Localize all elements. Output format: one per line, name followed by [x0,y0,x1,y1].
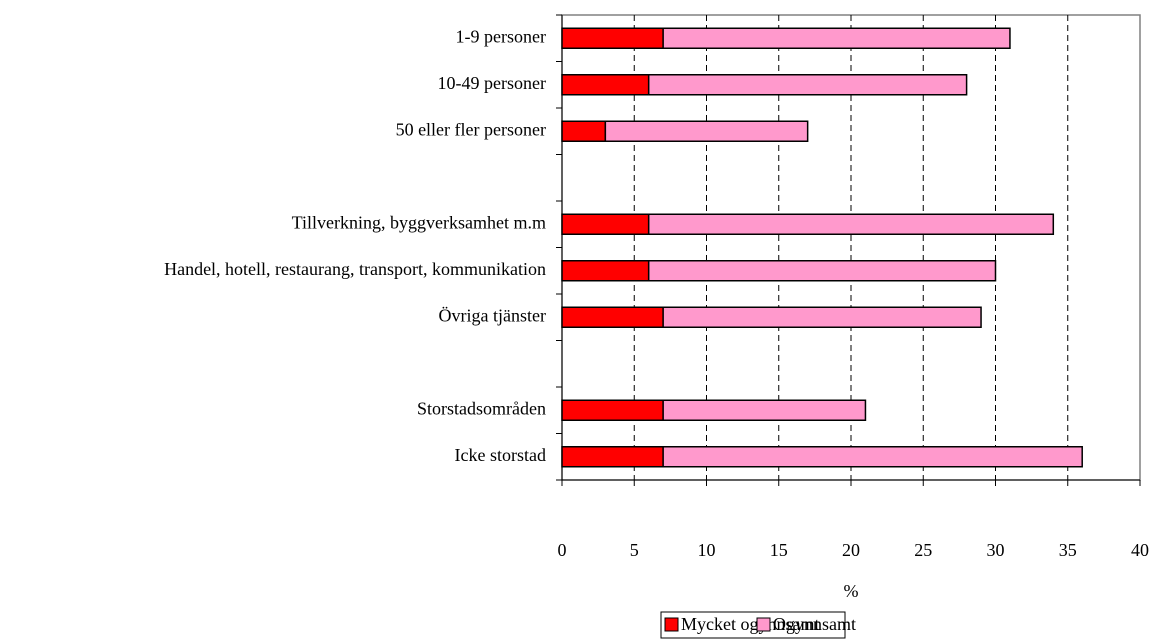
x-tick-label: 20 [842,540,860,560]
bar [561,213,650,235]
x-tick-label: 5 [630,540,639,560]
legend-swatch [664,617,679,632]
x-tick-label: 0 [558,540,567,560]
bar [647,74,968,96]
bar [662,399,867,421]
y-tick-label: 50 eller fler personer [396,119,546,139]
bar [662,306,982,328]
x-axis-label: % [844,581,859,601]
bar [604,120,809,142]
bar [662,27,1011,49]
bar [647,260,997,282]
bar [561,120,607,142]
y-tick-label: 1-9 personer [456,26,546,46]
bar [561,260,650,282]
legend-swatch [756,617,771,632]
x-tick-label: 40 [1131,540,1149,560]
bar [647,213,1055,235]
bar [561,74,650,96]
legend-label: Mycket ogynnsamt [681,614,819,634]
y-tick-label: Handel, hotell, restaurang, transport, k… [164,259,546,279]
y-tick-label: Övriga tjänster [439,305,546,325]
bar [561,399,664,421]
y-tick-label: Tillverkning, byggverksamhet m.m [292,212,546,232]
x-tick-label: 25 [914,540,932,560]
bar [561,27,664,49]
x-tick-label: 10 [698,540,716,560]
legend-label: Ogynnsamt [773,614,856,634]
legend-frame [660,611,846,639]
y-tick-label: Icke storstad [455,445,546,465]
bar [662,446,1083,468]
bar [561,306,664,328]
x-tick-label: 35 [1059,540,1077,560]
x-tick-label: 15 [770,540,788,560]
y-tick-label: Storstadsområden [417,398,546,418]
bar [561,446,664,468]
y-tick-label: 10-49 personer [438,73,546,93]
x-tick-label: 30 [987,540,1005,560]
